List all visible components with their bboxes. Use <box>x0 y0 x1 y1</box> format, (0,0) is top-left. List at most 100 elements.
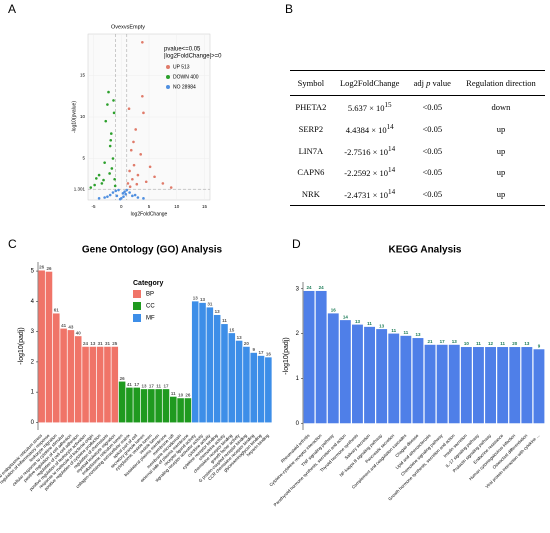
bar <box>235 340 243 423</box>
bar <box>38 270 45 423</box>
bar <box>96 346 104 423</box>
point <box>123 190 126 193</box>
point <box>108 144 112 148</box>
count-label: 26 <box>120 376 126 381</box>
count-label: 11 <box>403 330 408 335</box>
point <box>113 184 117 188</box>
point <box>132 163 136 167</box>
count-label: 15 <box>229 327 235 332</box>
point <box>136 196 140 199</box>
bar <box>213 314 221 423</box>
point <box>141 94 144 98</box>
legend-label: DOWN 400 <box>173 74 199 80</box>
point <box>153 175 156 179</box>
header-text: p <box>426 78 431 88</box>
table-cell: NRK <box>290 183 332 207</box>
point <box>95 177 98 180</box>
table-cell: SERP2 <box>298 123 324 134</box>
point <box>109 138 113 142</box>
table-row: CAPN6 -2.2592 × 1014 <0.05 up <box>290 161 545 183</box>
cell-text: -2.2592 × 10 <box>344 168 389 179</box>
count-label: 41 <box>61 323 67 328</box>
x-tick-label: Cytokine-cytokine receptor interaction <box>268 433 323 488</box>
bar <box>485 347 496 424</box>
table-cell: down <box>491 101 511 112</box>
point <box>113 177 116 181</box>
bar <box>111 346 119 423</box>
point <box>106 195 109 198</box>
bar <box>184 398 192 423</box>
bar <box>243 346 250 423</box>
count-label: 26 <box>185 392 191 397</box>
point <box>122 195 125 198</box>
point <box>131 177 134 181</box>
table-row: LIN7A -2.7516 × 1014 <0.05 up <box>290 140 545 162</box>
table-cell: up <box>496 123 506 134</box>
table-cell: -2.7516 × 1014 <box>332 140 408 162</box>
bar <box>126 387 133 423</box>
header-text: value <box>432 78 451 88</box>
count-label: 12 <box>488 341 494 346</box>
bar <box>303 290 315 424</box>
y-tick-label: 1.301 <box>74 186 86 191</box>
y-tick-label: 2 <box>296 331 300 337</box>
count-label: 11 <box>222 318 227 323</box>
count-label: 31 <box>105 341 111 346</box>
count-label: 11 <box>171 391 176 396</box>
point <box>112 99 115 102</box>
point <box>135 182 139 186</box>
panel-label: C <box>8 237 17 251</box>
bar <box>509 347 521 424</box>
bar <box>339 320 351 424</box>
table-row: SERP2 4.4384 × 1014 <0.05 up <box>290 118 545 140</box>
count-label: 13 <box>193 296 199 301</box>
bar <box>436 344 448 424</box>
table-cell: up <box>456 183 545 207</box>
table-cell: <0.05 <box>422 167 443 178</box>
bar <box>191 301 199 423</box>
bar <box>533 349 545 424</box>
legend-label: MF <box>146 316 155 322</box>
table-cell: 4.4384 × 1014 <box>332 118 408 140</box>
count-label: 9 <box>538 343 541 348</box>
bar <box>388 333 400 424</box>
bar <box>118 381 126 423</box>
cell-text: 5.637 × 10 <box>347 102 385 113</box>
count-label: 17 <box>259 350 265 355</box>
y-tick-label: 2 <box>31 359 35 365</box>
count-label: 26 <box>46 266 52 271</box>
bar <box>352 324 363 424</box>
x-tick-label: 15 <box>202 204 208 209</box>
y-tick-label: 1 <box>296 376 300 382</box>
point <box>117 188 120 192</box>
table-cell: up <box>496 167 506 178</box>
header-row: Symbol Log2FoldChange adj p value Regulatio… <box>290 70 545 96</box>
x-tick-label: 0 <box>120 204 123 209</box>
point <box>144 180 148 184</box>
table-cell: -2.4731 × 1014 <box>331 183 408 207</box>
point <box>93 183 96 187</box>
header-text: adj <box>413 78 425 88</box>
y-tick-label: 3 <box>296 286 300 292</box>
point <box>131 194 134 198</box>
cell-text: -2.7516 × 10 <box>344 146 389 157</box>
count-label: 13 <box>355 319 361 324</box>
bar <box>206 307 214 423</box>
chart-title: OvexvsEmpty <box>111 24 145 30</box>
legend-swatch <box>133 290 141 298</box>
y-tick-label: 5 <box>31 269 35 275</box>
count-label: 24 <box>83 341 89 346</box>
legend-label: BP <box>146 292 154 298</box>
legend-label: UP 513 <box>173 64 190 70</box>
column-header: Regulation direction <box>456 70 545 96</box>
bar <box>162 389 170 423</box>
table-cell: 5.637 × 1015 <box>332 96 408 118</box>
bar <box>177 398 184 423</box>
point <box>126 182 130 185</box>
count-label: 13 <box>142 383 148 388</box>
bar <box>74 336 82 423</box>
count-label: 17 <box>163 383 169 388</box>
bar <box>199 302 206 423</box>
count-label: 16 <box>331 308 337 313</box>
